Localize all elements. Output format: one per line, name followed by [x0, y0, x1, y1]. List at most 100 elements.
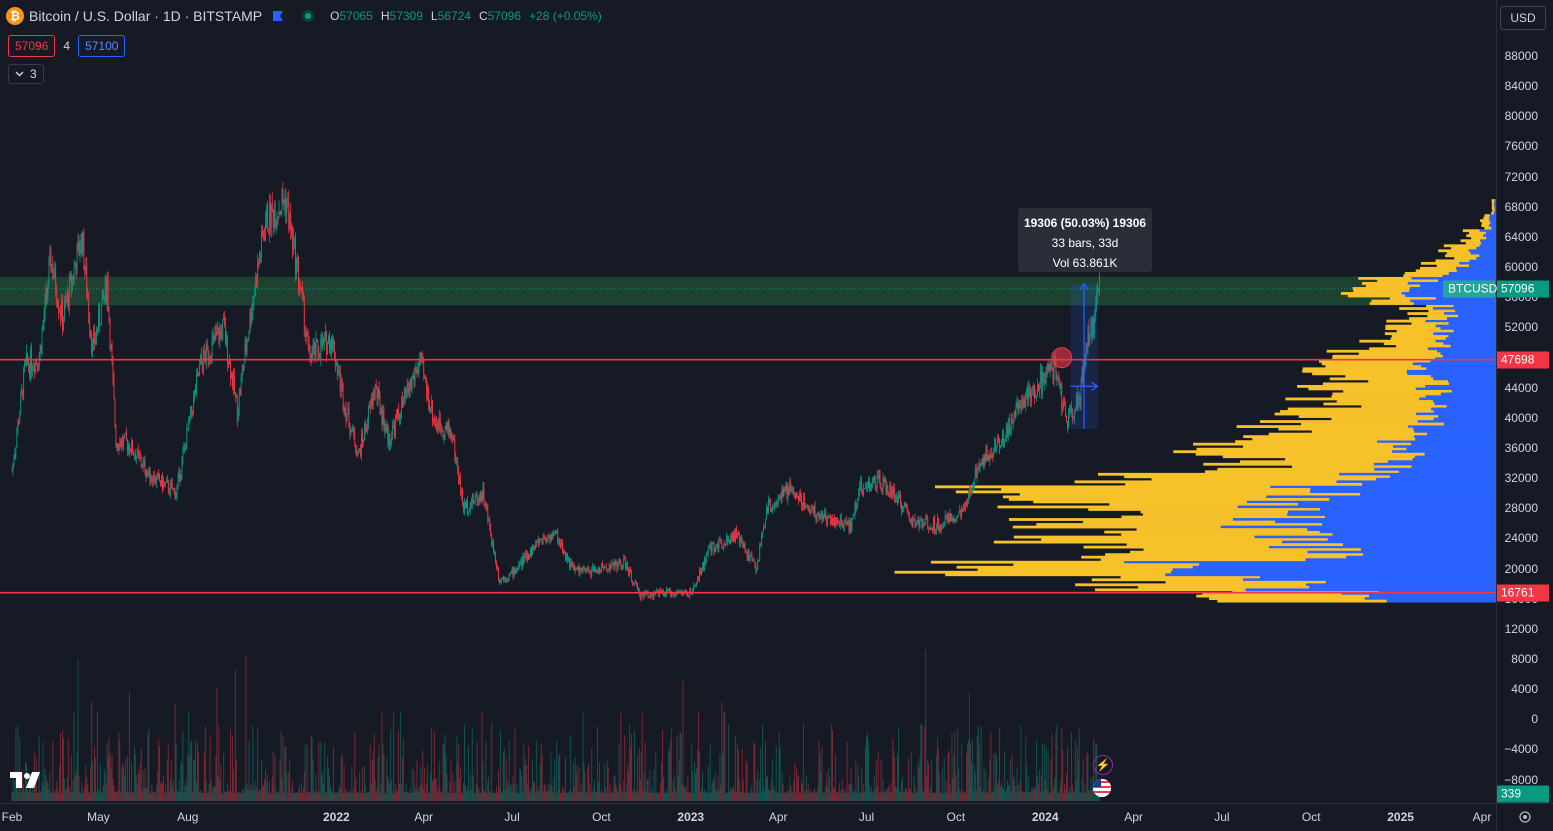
candle-body — [163, 481, 164, 490]
sell-button[interactable]: 57096 — [8, 35, 56, 57]
candle-body — [1096, 295, 1098, 303]
profile-bar-up — [1322, 523, 1496, 526]
volume-bar — [1001, 787, 1003, 801]
line-anchor-handle[interactable] — [1051, 347, 1073, 369]
candle-body — [714, 548, 716, 553]
indicators-toggle[interactable]: 3 — [8, 64, 44, 84]
candle-body — [657, 589, 659, 593]
candle-body — [983, 456, 985, 466]
candle-body — [622, 564, 624, 569]
volume-bar — [602, 792, 604, 801]
candle-body — [150, 479, 152, 482]
volume-bar — [484, 791, 486, 801]
time-axis[interactable]: Feb May Aug 2022 Apr Jul Oct 2023 Apr Jul Oct 2024 A… — [0, 803, 1496, 831]
volume-bar — [1074, 740, 1076, 801]
candle-body — [898, 494, 899, 503]
us-flag-icon[interactable] — [1093, 779, 1111, 797]
profile-bar-up — [1288, 510, 1496, 514]
volume-bar — [1054, 777, 1056, 801]
candle-body — [485, 504, 487, 506]
volume-bar — [925, 649, 927, 801]
volume-bar — [534, 792, 536, 801]
candle-body — [448, 422, 450, 433]
market-status-icon[interactable] — [302, 10, 315, 22]
candle-body — [1074, 408, 1076, 410]
candle-body — [941, 526, 943, 528]
candle-body — [175, 495, 177, 500]
volume-bar — [350, 793, 352, 801]
volume-bar — [448, 792, 450, 801]
volume-bar — [120, 792, 122, 801]
candle-body — [853, 514, 855, 516]
price-chart[interactable] — [0, 0, 1496, 803]
volume-bar — [473, 793, 475, 801]
candle-body — [59, 310, 60, 312]
volume-bar — [38, 736, 40, 801]
volume-bar — [733, 791, 735, 801]
price-axis[interactable]: 88000 84000 80000 76000 72000 68000 64000 60000… — [1496, 0, 1553, 803]
candle-body — [143, 460, 145, 462]
profile-bar-down — [1491, 201, 1495, 205]
flag-icon[interactable] — [272, 10, 284, 22]
volume-bar — [114, 791, 116, 801]
high-value: 57309 — [389, 9, 423, 23]
volume-bar — [67, 738, 69, 801]
candle-body — [745, 550, 747, 553]
volume-bar — [229, 790, 231, 801]
profile-bar-down — [1332, 357, 1436, 361]
candle-body — [339, 370, 341, 391]
candle-body — [688, 595, 690, 597]
candle-body — [1080, 379, 1082, 405]
symbol-title[interactable]: Bitcoin / U.S. Dollar · 1D · BITSTAMP — [29, 8, 263, 24]
candle-body — [766, 507, 767, 519]
profile-bar-down — [1243, 435, 1415, 439]
volume-bar — [680, 733, 682, 801]
profile-bar-down — [1252, 437, 1416, 441]
volume-bar — [803, 792, 805, 801]
buy-button[interactable]: 57100 — [78, 35, 126, 57]
volume-bar — [741, 748, 743, 801]
volume-bar — [408, 792, 410, 801]
volume-bar — [289, 758, 291, 801]
candle-body — [869, 480, 870, 490]
volume-bar — [713, 780, 715, 801]
settings-icon[interactable] — [1517, 809, 1533, 825]
volume-bar — [767, 788, 769, 801]
volume-bar — [798, 776, 800, 801]
volume-bar — [875, 760, 877, 801]
chart-pane[interactable]: ₿ Bitcoin / U.S. Dollar · 1D · BITSTAMP … — [0, 0, 1496, 803]
candle-body — [468, 510, 470, 512]
candle-body — [517, 566, 519, 570]
currency-select[interactable]: USD — [1500, 6, 1546, 30]
volume-bar — [988, 777, 990, 801]
candle-body — [32, 367, 34, 370]
profile-bar-down — [1143, 548, 1361, 552]
volume-bar — [229, 729, 231, 801]
volume-bar — [1013, 774, 1015, 801]
candle-body — [37, 366, 39, 368]
tradingview-logo[interactable] — [10, 772, 44, 793]
candle-body — [162, 475, 163, 490]
volume-bar — [266, 774, 268, 801]
candle-body — [268, 202, 270, 231]
candle-body — [184, 446, 186, 448]
volume-bar — [746, 762, 748, 801]
lightning-icon[interactable]: ⚡ — [1093, 755, 1113, 775]
resistance-zone[interactable] — [0, 276, 1496, 306]
volume-bar — [985, 770, 987, 801]
volume-bar — [482, 761, 484, 801]
candle-body — [962, 508, 964, 511]
volume-bar — [188, 712, 190, 801]
volume-bar — [657, 792, 659, 801]
volume-bar — [327, 756, 329, 801]
candle-body — [823, 514, 825, 517]
candle-body — [946, 513, 948, 520]
volume-bar — [195, 740, 197, 801]
price-tick: 60000 — [1504, 260, 1538, 275]
volume-bar — [740, 792, 742, 801]
candle-body — [607, 570, 609, 571]
candle-body — [920, 518, 922, 521]
volume-bar — [1040, 775, 1042, 801]
volume-bar — [595, 792, 597, 801]
volume-bar — [52, 740, 54, 801]
